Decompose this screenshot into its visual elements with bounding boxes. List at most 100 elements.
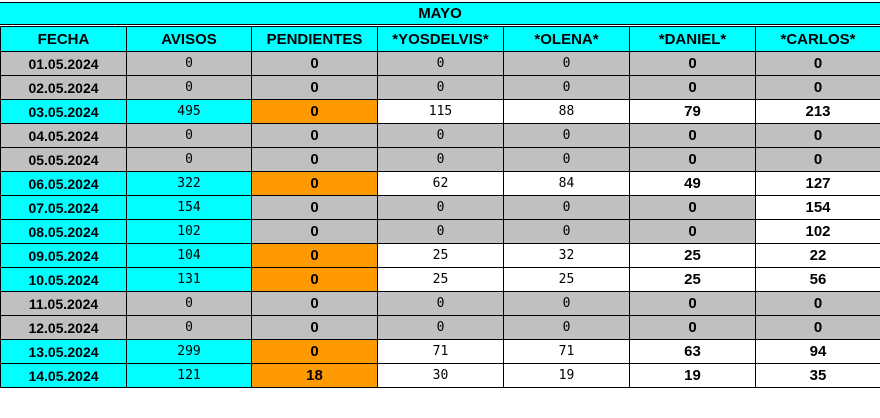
cell-pendientes[interactable]: 0 [251,75,378,100]
cell-yosdelvis[interactable]: 25 [377,243,504,268]
cell-pendientes[interactable]: 0 [251,267,378,292]
cell-yosdelvis[interactable]: 0 [377,51,504,76]
cell-avisos[interactable]: 0 [126,51,252,76]
cell-carlos[interactable]: 94 [755,339,880,364]
cell-fecha[interactable]: 02.05.2024 [0,75,127,100]
cell-olena[interactable]: 0 [503,195,630,220]
cell-pendientes[interactable]: 0 [251,195,378,220]
cell-avisos[interactable]: 0 [126,123,252,148]
cell-olena[interactable]: 25 [503,267,630,292]
cell-avisos[interactable]: 322 [126,171,252,196]
cell-carlos[interactable]: 35 [755,363,880,388]
cell-avisos[interactable]: 121 [126,363,252,388]
cell-yosdelvis[interactable]: 0 [377,291,504,316]
cell-avisos[interactable]: 0 [126,147,252,172]
cell-yosdelvis[interactable]: 62 [377,171,504,196]
cell-carlos[interactable]: 127 [755,171,880,196]
cell-pendientes[interactable]: 0 [251,243,378,268]
cell-avisos[interactable]: 299 [126,339,252,364]
header-avisos[interactable]: AVISOS [126,26,252,52]
cell-avisos[interactable]: 0 [126,75,252,100]
cell-daniel[interactable]: 0 [629,291,756,316]
cell-pendientes[interactable]: 0 [251,147,378,172]
cell-olena[interactable]: 84 [503,171,630,196]
cell-olena[interactable]: 0 [503,219,630,244]
cell-pendientes[interactable]: 0 [251,339,378,364]
cell-pendientes[interactable]: 0 [251,123,378,148]
header-daniel[interactable]: *DANIEL* [629,26,756,52]
cell-avisos[interactable]: 0 [126,315,252,340]
cell-carlos[interactable]: 102 [755,219,880,244]
cell-daniel[interactable]: 25 [629,267,756,292]
cell-yosdelvis[interactable]: 25 [377,267,504,292]
header-yosdelvis[interactable]: *YOSDELVIS* [377,26,504,52]
cell-pendientes[interactable]: 18 [251,363,378,388]
cell-olena[interactable]: 0 [503,315,630,340]
cell-olena[interactable]: 0 [503,291,630,316]
cell-olena[interactable]: 32 [503,243,630,268]
cell-olena[interactable]: 0 [503,123,630,148]
cell-carlos[interactable]: 56 [755,267,880,292]
cell-carlos[interactable]: 154 [755,195,880,220]
cell-olena[interactable]: 0 [503,75,630,100]
cell-avisos[interactable]: 0 [126,291,252,316]
header-olena[interactable]: *OLENA* [503,26,630,52]
cell-fecha[interactable]: 01.05.2024 [0,51,127,76]
cell-daniel[interactable]: 0 [629,147,756,172]
header-carlos[interactable]: *CARLOS* [755,26,880,52]
cell-avisos[interactable]: 495 [126,99,252,124]
cell-fecha[interactable]: 14.05.2024 [0,363,127,388]
cell-daniel[interactable]: 25 [629,243,756,268]
cell-fecha[interactable]: 08.05.2024 [0,219,127,244]
cell-pendientes[interactable]: 0 [251,219,378,244]
cell-fecha[interactable]: 11.05.2024 [0,291,127,316]
cell-pendientes[interactable]: 0 [251,171,378,196]
cell-carlos[interactable]: 0 [755,51,880,76]
cell-avisos[interactable]: 104 [126,243,252,268]
cell-carlos[interactable]: 0 [755,123,880,148]
cell-carlos[interactable]: 213 [755,99,880,124]
cell-fecha[interactable]: 03.05.2024 [0,99,127,124]
cell-daniel[interactable]: 0 [629,219,756,244]
cell-avisos[interactable]: 154 [126,195,252,220]
cell-olena[interactable]: 71 [503,339,630,364]
cell-yosdelvis[interactable]: 71 [377,339,504,364]
cell-avisos[interactable]: 131 [126,267,252,292]
cell-carlos[interactable]: 22 [755,243,880,268]
cell-fecha[interactable]: 07.05.2024 [0,195,127,220]
cell-pendientes[interactable]: 0 [251,99,378,124]
cell-pendientes[interactable]: 0 [251,291,378,316]
cell-fecha[interactable]: 13.05.2024 [0,339,127,364]
cell-olena[interactable]: 0 [503,147,630,172]
cell-fecha[interactable]: 12.05.2024 [0,315,127,340]
cell-yosdelvis[interactable]: 0 [377,315,504,340]
cell-yosdelvis[interactable]: 115 [377,99,504,124]
cell-daniel[interactable]: 63 [629,339,756,364]
cell-daniel[interactable]: 0 [629,75,756,100]
cell-fecha[interactable]: 05.05.2024 [0,147,127,172]
cell-avisos[interactable]: 102 [126,219,252,244]
cell-carlos[interactable]: 0 [755,315,880,340]
cell-daniel[interactable]: 0 [629,195,756,220]
cell-daniel[interactable]: 49 [629,171,756,196]
cell-carlos[interactable]: 0 [755,75,880,100]
cell-daniel[interactable]: 0 [629,315,756,340]
header-pendientes[interactable]: PENDIENTES [251,26,378,52]
cell-daniel[interactable]: 0 [629,123,756,148]
cell-yosdelvis[interactable]: 0 [377,195,504,220]
cell-daniel[interactable]: 0 [629,51,756,76]
cell-pendientes[interactable]: 0 [251,51,378,76]
cell-carlos[interactable]: 0 [755,147,880,172]
cell-yosdelvis[interactable]: 0 [377,147,504,172]
cell-fecha[interactable]: 06.05.2024 [0,171,127,196]
month-title[interactable]: MAYO [0,2,880,25]
cell-yosdelvis[interactable]: 0 [377,75,504,100]
cell-yosdelvis[interactable]: 0 [377,123,504,148]
cell-yosdelvis[interactable]: 30 [377,363,504,388]
cell-olena[interactable]: 19 [503,363,630,388]
cell-olena[interactable]: 88 [503,99,630,124]
cell-daniel[interactable]: 19 [629,363,756,388]
cell-yosdelvis[interactable]: 0 [377,219,504,244]
cell-olena[interactable]: 0 [503,51,630,76]
cell-daniel[interactable]: 79 [629,99,756,124]
